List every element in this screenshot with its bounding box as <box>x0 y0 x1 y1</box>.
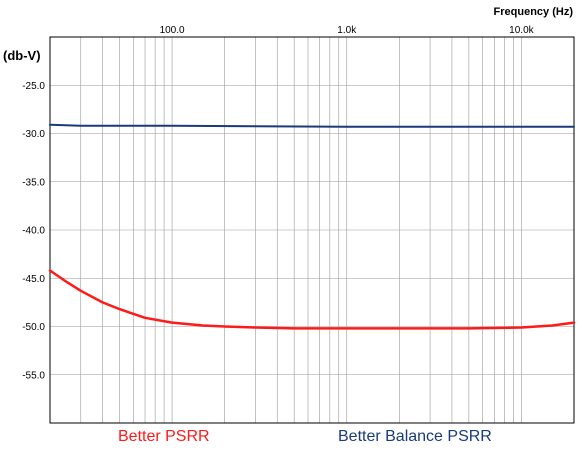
series <box>48 123 576 330</box>
series-line-better-psrr <box>48 269 576 330</box>
x-tick-label: 100.0 <box>160 25 185 36</box>
x-axis-title: Frequency (Hz) <box>494 6 574 18</box>
legend-better-psrr: Better PSRR <box>118 428 210 445</box>
y-tick-label: -25.0 <box>22 81 45 92</box>
y-tick-label: -45.0 <box>22 274 45 285</box>
x-tick-label: 1.0k <box>337 25 357 36</box>
series-line-better-balance-psrr <box>49 123 575 128</box>
y-tick-label: -40.0 <box>22 226 45 237</box>
y-tick-label: -30.0 <box>22 129 45 140</box>
plot-border <box>49 36 575 424</box>
y-tick-label: -35.0 <box>22 177 45 188</box>
y-axis-title: (db-V) <box>3 48 41 63</box>
grid <box>50 37 574 423</box>
legend-better-balance-psrr: Better Balance PSRR <box>338 428 492 445</box>
x-tick-label: 10.0k <box>509 25 534 36</box>
tick-labels: 100.0 1.0k 10.0k -25.0 -30.0 -35.0 -40.0 -45.0 -… <box>22 25 534 381</box>
y-tick-label: -55.0 <box>22 370 45 381</box>
y-tick-label: -50.0 <box>22 322 45 333</box>
